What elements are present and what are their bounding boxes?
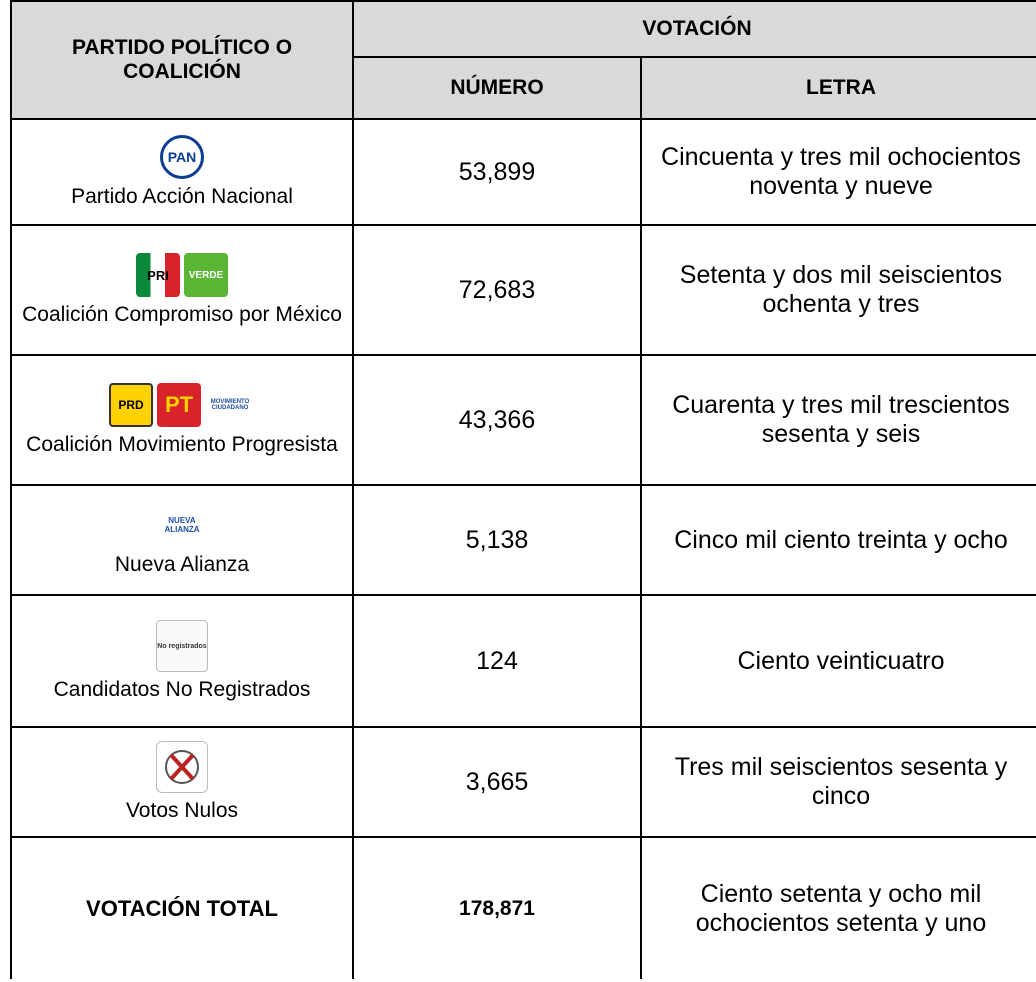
total-letter: Ciento setenta y ocho mil ochocientos se… [640, 836, 1036, 979]
number-header: NÚMERO [352, 56, 642, 120]
row: NUEVA ALIANZA Nueva Alianza 5,138 Cinco mil… [10, 484, 1036, 596]
number: 72,683 [352, 224, 642, 356]
party-logo: NUEVA ALIANZA [152, 503, 212, 547]
table-body: PAN Partido Acción Nacional 53,899 Cincuent… [10, 118, 1036, 979]
row: PAN Partido Acción Nacional 53,899 Cincuent… [10, 118, 1036, 226]
cross [165, 750, 199, 784]
party-name: Coalición Compromiso por México [22, 303, 342, 326]
party-header: PARTIDO POLÍTICO O COALICIÓN [10, 0, 354, 120]
party-logo: PRI [136, 253, 180, 297]
party-name: Votos Nulos [125, 799, 239, 822]
logos: No registrados [18, 620, 346, 672]
number: 53,899 [352, 118, 642, 226]
row: PRI VERDE Coalición Compromiso por México 7… [10, 224, 1036, 356]
party-cell: No registrados Candidatos No Registrados [10, 594, 354, 728]
logos: PRI VERDE [18, 253, 346, 297]
logos: PAN [18, 135, 346, 179]
row: PRD PT MOVIMIENTO CIUDADANO Coalición Movim… [10, 354, 1036, 486]
party-cell: NUEVA ALIANZA Nueva Alianza [10, 484, 354, 596]
party-logo: PRD [109, 383, 153, 427]
party-name: Nueva Alianza [114, 553, 250, 576]
logos: NUEVA ALIANZA [18, 503, 346, 547]
party-logo: PT [157, 383, 201, 427]
total-number: 178,871 [352, 836, 642, 979]
row: No registrados Candidatos No Registrados 1… [10, 594, 1036, 728]
total-label: VOTACIÓN TOTAL [10, 836, 354, 979]
number: 3,665 [352, 726, 642, 838]
number: 124 [352, 594, 642, 728]
party-logo: VERDE [184, 253, 228, 297]
letter-header: LETRA [640, 56, 1036, 120]
logos: PRD PT MOVIMIENTO CIUDADANO [18, 383, 346, 427]
number: 43,366 [352, 354, 642, 486]
party-name: Partido Acción Nacional [71, 185, 293, 208]
party-name: Coalición Movimiento Progresista [26, 433, 338, 456]
results-table: PARTIDO POLÍTICO O COALICIÓN VOTACIÓN NÚ… [10, 0, 1036, 979]
party-logo: PAN [160, 135, 204, 179]
letter: Cincuenta y tres mil ochocientos noventa… [640, 118, 1036, 226]
letter: Ciento veinticuatro [640, 594, 1036, 728]
party-cell: PRI VERDE Coalición Compromiso por México [10, 224, 354, 356]
letter: Setenta y dos mil seiscientos ochenta y … [640, 224, 1036, 356]
letter: Tres mil seiscientos sesenta y cinco [640, 726, 1036, 838]
party-cell: PRD PT MOVIMIENTO CIUDADANO Coalición Movim… [10, 354, 354, 486]
letter: Cuarenta y tres mil trescientos sesenta … [640, 354, 1036, 486]
party-name: Candidatos No Registrados [53, 678, 311, 701]
number: 5,138 [352, 484, 642, 596]
total-row: VOTACIÓN TOTAL 178,871 Ciento setenta y oc… [10, 836, 1036, 979]
party-logo: MOVIMIENTO CIUDADANO [205, 383, 255, 427]
party-cell: PAN Partido Acción Nacional [10, 118, 354, 226]
votes-header: VOTACIÓN [352, 0, 1036, 58]
party-cell: Votos Nulos [10, 726, 354, 838]
party-logo: No registrados [156, 620, 208, 672]
row: Votos Nulos 3,665 Tres mil seiscientos ses… [10, 726, 1036, 838]
letter: Cinco mil ciento treinta y ocho [640, 484, 1036, 596]
null-vote-icon [156, 741, 208, 793]
logos [18, 741, 346, 793]
